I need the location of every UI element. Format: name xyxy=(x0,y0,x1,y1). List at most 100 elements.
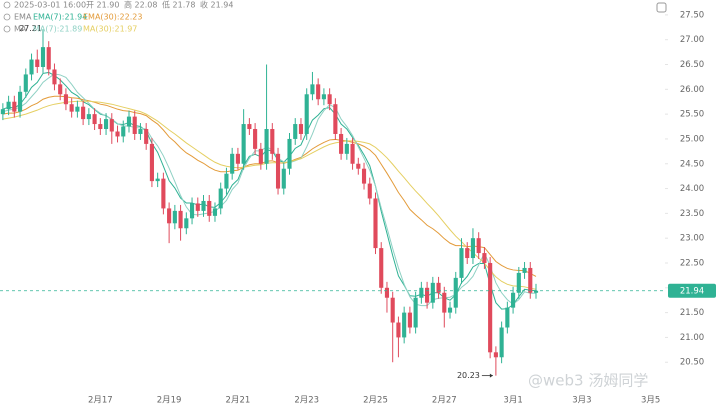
x-tick-label: 2月25 xyxy=(363,396,388,405)
candle-body xyxy=(430,282,435,303)
candle-body xyxy=(384,287,390,298)
candle-body xyxy=(528,267,533,293)
x-tick-label: 3月5 xyxy=(641,396,660,405)
candle-body xyxy=(316,84,321,100)
candle-body xyxy=(373,198,378,249)
candle-body xyxy=(35,59,40,67)
candle-body xyxy=(270,129,275,154)
low-annotation: 20.23 xyxy=(457,371,480,380)
candle-body xyxy=(258,148,263,164)
candle-body xyxy=(189,203,195,219)
candle-body xyxy=(86,114,91,120)
candle-body xyxy=(298,124,304,134)
legend-entry: MA(7):21.89 xyxy=(33,25,82,34)
candle-body xyxy=(333,104,338,134)
y-tick-label: 23.50 xyxy=(680,209,704,219)
candle-body xyxy=(155,178,160,182)
candle-body xyxy=(195,203,200,211)
y-tick-label: 24.50 xyxy=(680,159,704,169)
candle-body xyxy=(161,178,166,209)
candle-body xyxy=(511,292,516,308)
candle-body xyxy=(40,47,46,67)
candle-body xyxy=(224,173,229,189)
y-tick-label: 21.50 xyxy=(680,308,704,318)
indicator-line xyxy=(2,100,537,290)
header-quote: 开 21.90 xyxy=(86,1,119,10)
candle-body xyxy=(470,238,476,259)
candle-body xyxy=(419,287,424,298)
candle-body xyxy=(361,168,367,184)
candle-body xyxy=(339,133,344,154)
y-tick-label: 23.00 xyxy=(680,234,704,244)
candle-body xyxy=(247,124,252,130)
candle-body xyxy=(69,104,74,112)
candle-body xyxy=(379,248,384,288)
candle-body xyxy=(465,248,470,259)
x-tick-label: 3月3 xyxy=(572,396,591,405)
candle-body xyxy=(207,200,212,216)
candle-body xyxy=(138,129,143,134)
candle-body xyxy=(149,143,154,182)
candle-body xyxy=(241,124,246,164)
x-tick-label: 2月23 xyxy=(294,396,319,405)
candle-body xyxy=(533,290,539,293)
candle-body xyxy=(115,131,120,137)
candle-body xyxy=(499,327,504,358)
y-tick-label: 27.00 xyxy=(680,35,704,45)
candle-body xyxy=(46,47,51,70)
last-price-tag xyxy=(668,283,716,298)
candle-body xyxy=(413,297,418,328)
candle-body xyxy=(201,200,206,211)
candle-body xyxy=(287,138,292,169)
candle-body xyxy=(230,153,235,174)
candle-body xyxy=(493,352,498,358)
candle-body xyxy=(63,94,68,105)
candle-body xyxy=(350,143,355,164)
y-tick-label: 25.00 xyxy=(680,134,704,144)
y-tick-label: 21.00 xyxy=(680,333,704,343)
last-price-label: 21.94 xyxy=(680,286,704,296)
candle-body xyxy=(212,208,218,216)
legend-entry: EMA(7):21.94 xyxy=(33,13,87,22)
candle-body xyxy=(12,101,17,112)
candle-body xyxy=(264,129,269,164)
visibility-icon[interactable] xyxy=(3,25,11,33)
x-tick-label: 2月19 xyxy=(157,396,182,405)
legend-entry: EMA(30):22.23 xyxy=(83,13,142,22)
candle-body xyxy=(178,210,183,229)
candle-body xyxy=(516,272,521,293)
y-tick-label: 24.00 xyxy=(680,184,704,194)
candle-body xyxy=(121,126,126,137)
candle-body xyxy=(505,307,510,328)
candle-body xyxy=(6,101,11,110)
icon-frame xyxy=(656,2,667,13)
candle-body xyxy=(0,109,5,115)
candle-body xyxy=(98,124,103,130)
candle-body xyxy=(407,312,412,328)
candle-body xyxy=(310,84,315,95)
candle-body xyxy=(184,218,189,229)
candle-body xyxy=(281,168,286,189)
candle-body xyxy=(522,267,527,273)
y-tick-label: 27.50 xyxy=(680,10,704,20)
candle-body xyxy=(103,119,109,130)
candle-body xyxy=(109,119,114,132)
settings-icon[interactable] xyxy=(656,2,667,13)
y-tick-label: 20.50 xyxy=(680,358,704,368)
visibility-icon[interactable] xyxy=(3,1,11,9)
candle-body xyxy=(126,116,132,127)
indicator-group: EMA xyxy=(14,13,32,22)
candle-body xyxy=(23,74,28,92)
x-tick-label: 2月17 xyxy=(88,396,113,405)
visibility-icon[interactable] xyxy=(3,13,11,21)
watermark: @web3 汤姆同学 xyxy=(528,372,648,390)
candle-body xyxy=(390,297,395,323)
y-tick-label: 25.50 xyxy=(680,110,704,120)
x-tick-label: 2月21 xyxy=(226,396,251,405)
candle-body xyxy=(459,248,464,278)
candle-body xyxy=(442,292,447,313)
candle-body xyxy=(321,94,326,100)
